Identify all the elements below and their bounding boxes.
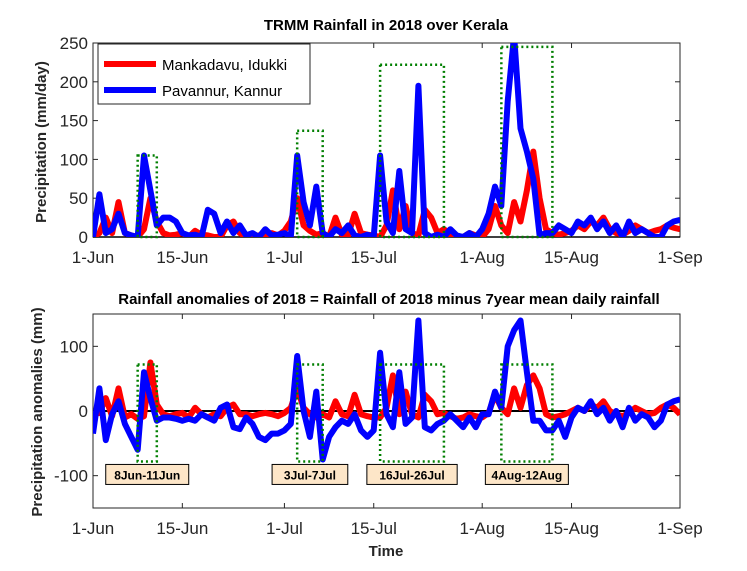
legend-entry-pavannur: Pavannur, Kannur [162,83,282,100]
x-tick-label: 15-Jun [156,519,208,538]
y-tick-label: 50 [69,189,88,208]
event-box [295,363,324,463]
x-tick-label: 1-Sep [657,519,702,538]
event-box [378,363,446,463]
x-tick-label: 15-Aug [544,519,599,538]
x-tick-label: 1-Aug [460,248,505,267]
y-axis-label: Precipitation anomalies (mm) [29,307,46,516]
x-tick-label: 1-Jun [72,519,115,538]
y-tick-label: 0 [79,402,88,421]
event-label: 4Aug-12Aug [492,468,563,482]
anomaly-panel: Rainfall anomalies of 2018 = Rainfall of… [29,291,703,560]
x-tick-label: 1-Aug [460,519,505,538]
legend-entry-mankadavu: Mankadavu, Idukki [162,57,287,74]
event-box [378,63,446,239]
event-label-box [105,463,190,485]
x-tick-label: 15-Jul [351,519,397,538]
chart-title: TRMM Rainfall in 2018 over Kerala [264,17,509,34]
x-tick-label: 15-Jun [156,248,208,267]
series-line-pavannur [93,317,680,463]
y-axis-label: Precipitation (mm/day) [33,61,50,223]
event-label-box [484,463,569,485]
y-tick-label: 100 [60,337,88,356]
y-tick-label: 250 [60,34,88,53]
rainfall-panel: TRMM Rainfall in 2018 over Kerala Precip… [33,17,703,267]
x-axis-label: Time [369,543,404,560]
y-tick-label: 0 [79,228,88,247]
legend: Mankadavu, Idukki Pavannur, Kannur [97,43,311,105]
event-label: 8Jun-11Jun [114,468,180,482]
event-box [136,154,159,239]
event-label: 3Jul-7Jul [284,468,336,482]
x-tick-label: 15-Jul [351,248,397,267]
event-box [295,129,324,239]
event-box [500,363,554,463]
event-label-box [271,463,349,485]
event-box [136,363,159,463]
legend-box [97,43,311,105]
event-box [500,45,554,239]
event-label-box [366,463,458,485]
x-tick-label: 1-Jul [266,519,303,538]
x-tick-label: 1-Sep [657,248,702,267]
x-tick-label: 15-Aug [544,248,599,267]
x-tick-label: 1-Jul [266,248,303,267]
y-tick-label: 100 [60,150,88,169]
y-tick-label: 200 [60,73,88,92]
y-tick-label: 150 [60,112,88,131]
x-tick-label: 1-Jun [72,248,115,267]
event-label: 16Jul-26Jul [379,468,444,482]
y-tick-label: -100 [54,467,88,486]
chart-title: Rainfall anomalies of 2018 = Rainfall of… [118,291,659,308]
series-line-pavannur [93,43,680,237]
